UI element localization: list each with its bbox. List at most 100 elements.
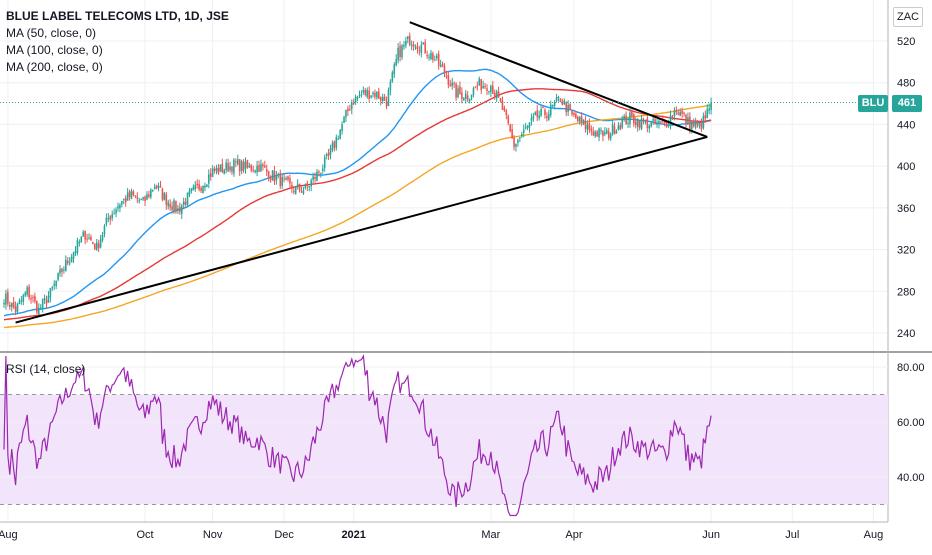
candle-body bbox=[244, 161, 247, 169]
candle-body bbox=[420, 44, 423, 53]
candle-body bbox=[61, 268, 63, 273]
candle-body bbox=[669, 115, 672, 126]
candle-body bbox=[694, 122, 697, 128]
candle-body bbox=[617, 125, 620, 130]
candle-body bbox=[488, 90, 490, 92]
candle-body bbox=[551, 104, 554, 107]
candle-body bbox=[14, 306, 17, 313]
candle-body bbox=[578, 116, 581, 122]
candle-body bbox=[517, 140, 519, 143]
candle-body bbox=[515, 143, 517, 147]
candle-body bbox=[505, 110, 508, 116]
candle-body bbox=[418, 50, 421, 52]
candle-body bbox=[519, 137, 521, 139]
candle-body bbox=[437, 53, 440, 66]
candle-body bbox=[8, 304, 11, 307]
candle-body bbox=[354, 96, 357, 103]
symbol-label-badge: BLU bbox=[858, 95, 888, 112]
rsi-tick-label: 80.00 bbox=[897, 362, 925, 374]
candle-body bbox=[165, 194, 168, 205]
candle-body bbox=[78, 242, 81, 244]
candle-body bbox=[468, 98, 471, 102]
ma50-line bbox=[3, 68, 712, 317]
candle-body bbox=[20, 300, 23, 302]
candle-body bbox=[153, 187, 156, 190]
candle-body bbox=[341, 124, 343, 131]
candle-body bbox=[130, 190, 133, 199]
candle-body bbox=[90, 236, 92, 241]
currency-badge[interactable]: ZAC bbox=[893, 7, 923, 27]
candle-body bbox=[327, 152, 330, 157]
candle-body bbox=[273, 170, 276, 182]
candle-body bbox=[607, 131, 610, 138]
candle-body bbox=[534, 112, 537, 115]
candle-body bbox=[490, 85, 492, 93]
legend-ma200[interactable]: MA (200, close, 0) bbox=[6, 60, 103, 74]
candle-body bbox=[231, 166, 233, 172]
candle-body bbox=[584, 120, 587, 129]
candle-body bbox=[300, 191, 303, 193]
candle-body bbox=[391, 72, 394, 82]
candle-body bbox=[532, 116, 535, 119]
legend-rsi[interactable]: RSI (14, close) bbox=[6, 362, 86, 376]
candle-body bbox=[631, 110, 633, 117]
candle-body bbox=[260, 164, 262, 172]
candle-body bbox=[262, 164, 264, 167]
candle-body bbox=[302, 190, 305, 194]
candle-body bbox=[99, 239, 102, 248]
candle-body bbox=[627, 122, 629, 124]
candle-body bbox=[633, 114, 635, 124]
candle-body bbox=[113, 213, 115, 215]
candle-body bbox=[289, 178, 291, 184]
candle-body bbox=[383, 96, 386, 101]
candle-body bbox=[264, 165, 266, 168]
candle-body bbox=[37, 307, 40, 315]
candle-body bbox=[66, 260, 69, 264]
price-tick-label: 240 bbox=[897, 328, 915, 340]
candle-body bbox=[74, 251, 77, 254]
candle-body bbox=[45, 299, 48, 304]
candle-body bbox=[49, 288, 52, 298]
candle-body bbox=[378, 91, 380, 99]
candle-body bbox=[590, 128, 593, 132]
candle-body bbox=[430, 52, 432, 59]
candle-body bbox=[644, 119, 647, 123]
candle-body bbox=[408, 35, 411, 45]
candle-body bbox=[389, 81, 392, 91]
candle-body bbox=[63, 269, 65, 271]
candle-body bbox=[70, 257, 73, 263]
candle-body bbox=[673, 110, 676, 117]
candle-body bbox=[370, 95, 372, 98]
candle-body bbox=[217, 167, 220, 174]
candle-body bbox=[573, 113, 575, 115]
candle-body bbox=[333, 141, 336, 148]
candle-body bbox=[157, 186, 160, 188]
price-tick-label: 360 bbox=[897, 203, 915, 215]
candle-body bbox=[283, 178, 285, 180]
candle-body bbox=[698, 123, 701, 127]
candle-body bbox=[97, 243, 100, 249]
candle-body bbox=[640, 118, 643, 129]
time-tick-label: Nov bbox=[203, 529, 223, 541]
candle-body bbox=[47, 295, 50, 303]
candle-body bbox=[710, 102, 712, 110]
candle-body bbox=[209, 173, 212, 177]
candle-body bbox=[213, 168, 216, 171]
candle-body bbox=[36, 300, 38, 313]
candle-body bbox=[385, 101, 388, 107]
candle-body bbox=[571, 110, 573, 115]
candle-body bbox=[202, 185, 204, 194]
candle-body bbox=[269, 179, 272, 181]
legend-ma100[interactable]: MA (100, close, 0) bbox=[6, 43, 103, 57]
candle-body bbox=[513, 137, 515, 148]
candle-body bbox=[306, 182, 309, 186]
candle-body bbox=[304, 184, 307, 189]
candle-body bbox=[225, 162, 227, 171]
candle-body bbox=[254, 170, 256, 173]
legend-ma50[interactable]: MA (50, close, 0) bbox=[6, 26, 97, 40]
candle-body bbox=[356, 97, 359, 99]
candle-body bbox=[159, 185, 162, 188]
candle-body bbox=[605, 130, 608, 134]
